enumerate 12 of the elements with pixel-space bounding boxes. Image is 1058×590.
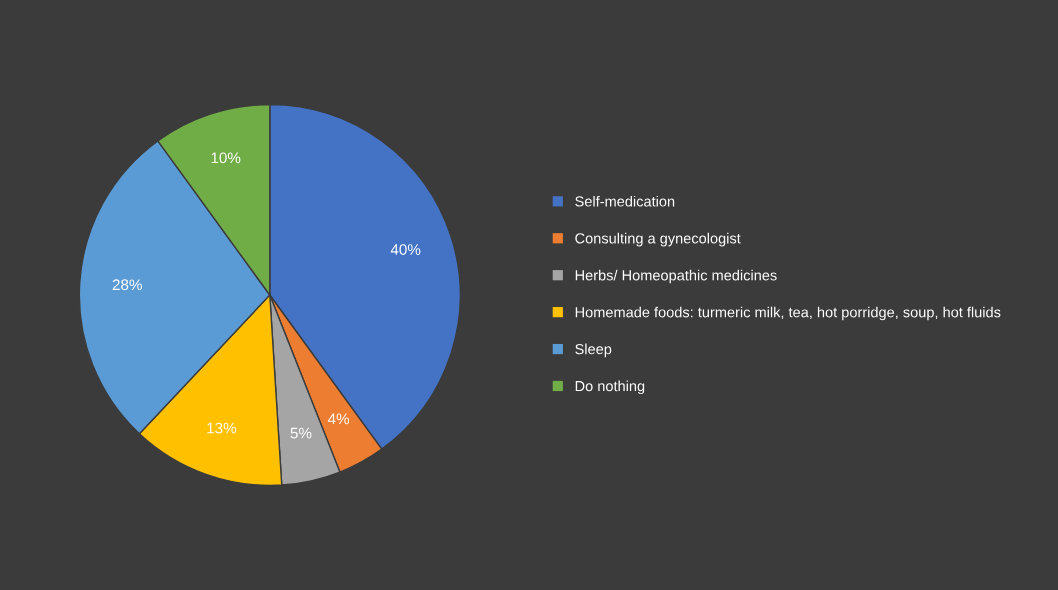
legend-label: Homemade foods: turmeric milk, tea, hot porridge, soup, hot fluids — [575, 306, 1001, 321]
legend-label: Self-medication — [575, 195, 675, 207]
legend-label: Do nothing — [575, 380, 645, 395]
data-label: 5% — [290, 427, 312, 439]
data-label: 40% — [390, 244, 421, 255]
data-label: 4% — [327, 413, 350, 425]
data-label: 28% — [112, 279, 142, 291]
data-label: 13% — [207, 422, 237, 434]
legend-label: Consulting a gynecologist — [575, 232, 741, 247]
data-label: 10% — [211, 152, 241, 164]
legend-label: Sleep — [575, 343, 612, 358]
legend-label: Herbs/ Homeopathic medicines — [575, 269, 777, 284]
